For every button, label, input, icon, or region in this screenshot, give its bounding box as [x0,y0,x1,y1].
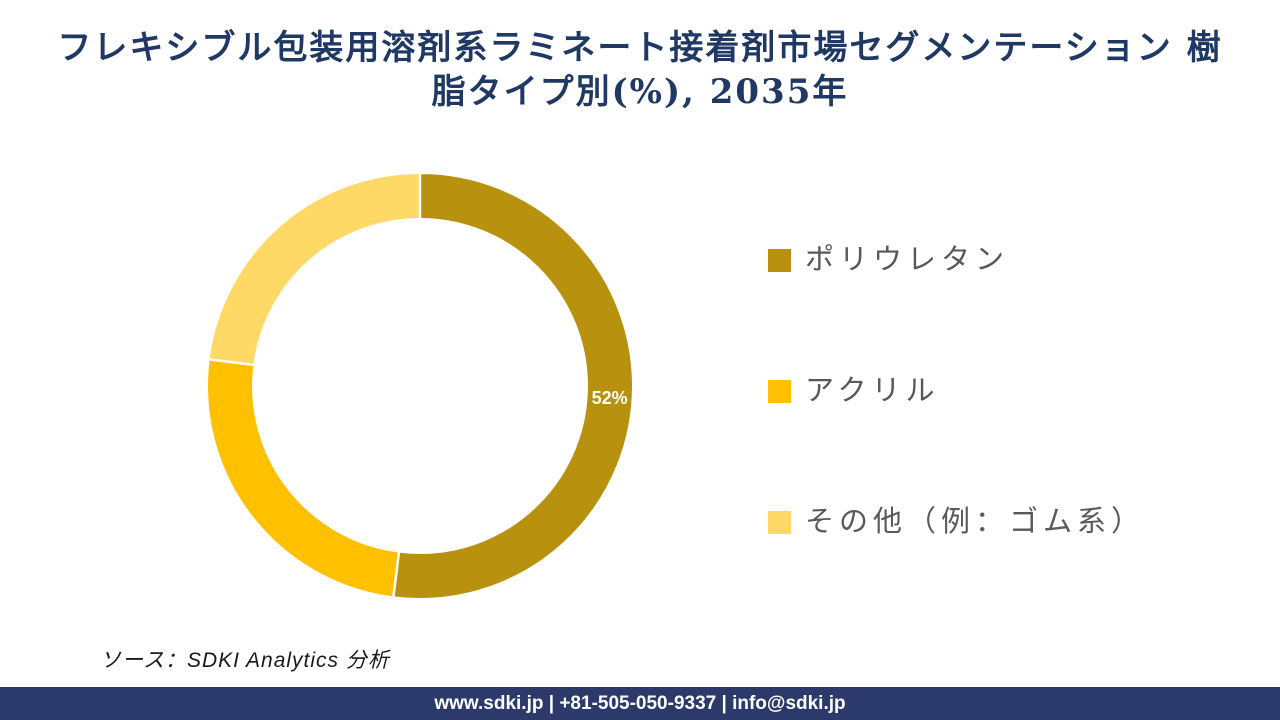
chart-title-line1: フレキシブル包装用溶剤系ラミネート接着剤市場セグメンテーション 樹 [57,28,1223,68]
data-label-0: 52% [592,388,628,408]
segment-separator [391,549,401,599]
donut-chart: 52% [207,172,632,599]
donut-chart-area: 52% [190,156,650,616]
legend-label: ポリウレタン [805,244,1010,276]
segment-separator [207,357,257,367]
legend-marker [768,249,791,272]
legend-item-others: その他（例：ゴム系） [768,505,1145,540]
legend-label: アクリル [805,375,940,407]
footer-contact-text: www.sdki.jp | +81-505-050-9337 | info@sd… [434,692,846,714]
source-note: ソース：SDKI Analytics 分析 [100,649,390,672]
chart-title-line2: 脂タイプ別(%), 2035年 [431,72,849,112]
legend-marker [768,511,791,534]
footer-bar: www.sdki.jp | +81-505-050-9337 | info@sd… [0,687,1280,720]
legend-marker [768,380,791,403]
legend-label: その他（例：ゴム系） [805,506,1146,538]
legend: ポリウレタン アクリル その他（例：ゴム系） [768,243,1145,540]
chart-title: フレキシブル包装用溶剤系ラミネート接着剤市場セグメンテーション 樹 脂タイプ別(… [40,26,1240,114]
donut-segment-1 [208,174,632,598]
legend-item-acrylic: アクリル [768,374,1145,409]
legend-item-polyurethane: ポリウレタン [768,243,1145,278]
